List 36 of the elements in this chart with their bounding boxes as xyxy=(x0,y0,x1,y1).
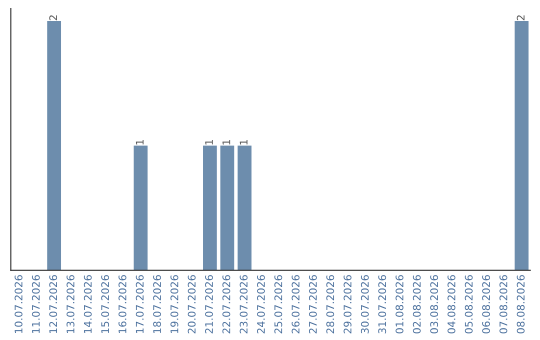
x-tick-label: 02.08.2026 xyxy=(412,275,421,334)
x-tick-label: 18.07.2026 xyxy=(153,275,162,333)
x-tick-label: 04.08.2026 xyxy=(448,275,456,334)
x-tick-label: 30.07.2026 xyxy=(360,275,369,334)
data-label: 1 xyxy=(136,140,144,144)
x-tick-label: 15.07.2026 xyxy=(101,275,110,333)
x-tick-label: 21.07.2026 xyxy=(205,275,213,334)
x-tick-label: 05.08.2026 xyxy=(464,275,473,334)
x-tick-label: 12.07.2026 xyxy=(49,275,58,333)
x-tick-label: 16.07.2026 xyxy=(118,275,126,333)
x-tick-label: 17.07.2026 xyxy=(136,275,144,333)
x-tick-label: 28.07.2026 xyxy=(326,275,334,334)
x-tick-label: 20.07.2026 xyxy=(188,275,196,334)
x-tick-label: 10.07.2026 xyxy=(14,275,22,333)
x-tick-label: 19.07.2026 xyxy=(170,275,178,333)
x-tick-label: 31.07.2026 xyxy=(378,275,386,334)
x-tick-label: 07.08.2026 xyxy=(499,275,508,334)
x-tick-label: 22.07.2026 xyxy=(222,275,230,334)
x-tick-label: 13.07.2026 xyxy=(66,275,74,333)
x-tick-label: 24.07.2026 xyxy=(257,275,265,334)
data-label: 1 xyxy=(240,140,248,144)
x-tick-label: 27.07.2026 xyxy=(308,275,317,334)
data-label: 1 xyxy=(205,140,213,144)
x-tick-label: 14.07.2026 xyxy=(84,275,92,333)
data-label: 2 xyxy=(516,15,524,20)
x-tick-label: 03.08.2026 xyxy=(430,275,438,334)
data-label: 1 xyxy=(222,140,230,144)
x-tick-label: 29.07.2026 xyxy=(344,275,352,334)
x-tick-label: 26.07.2026 xyxy=(292,275,300,334)
x-tick-label: 08.08.2026 xyxy=(516,275,525,334)
x-tick-label: 23.07.2026 xyxy=(240,275,248,334)
data-label: 2 xyxy=(49,15,57,20)
x-tick-label: 01.08.2026 xyxy=(396,275,404,334)
x-tick-label: 11.07.2026 xyxy=(32,275,40,333)
x-tick-label: 06.08.2026 xyxy=(482,275,490,334)
x-tick-label: 25.07.2026 xyxy=(274,275,282,334)
